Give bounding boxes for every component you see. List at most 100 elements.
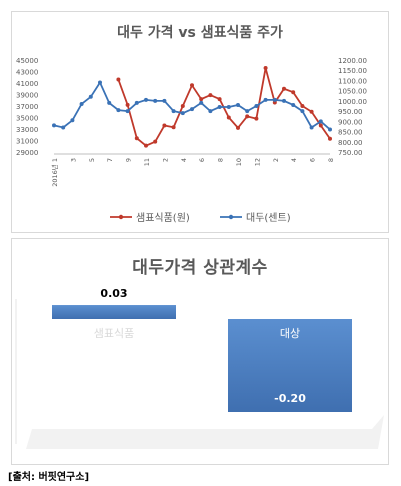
bar-value-label: 0.03 <box>100 287 127 300</box>
x-tick-label: 6 <box>198 158 206 162</box>
y-left-tick-label: 39000 <box>16 92 38 100</box>
data-point <box>190 83 194 88</box>
data-point <box>300 104 305 108</box>
data-point <box>171 125 176 130</box>
bar-value-label: -0.20 <box>274 392 306 405</box>
floor-shadow <box>26 415 384 449</box>
data-point <box>217 97 222 102</box>
x-tick-label: 2 <box>161 158 169 162</box>
data-point <box>107 100 112 105</box>
line-chart: 4500043000410003900037000350003300031000… <box>16 57 367 224</box>
category-label: 대상 <box>280 327 300 340</box>
data-point <box>199 97 204 102</box>
line-chart-panel: 대두 가격 vs 샘표식품 주가 45000 43000 41000 39000 370… <box>11 11 389 233</box>
data-point <box>245 114 250 119</box>
data-point <box>116 77 121 82</box>
data-point <box>291 102 296 107</box>
data-point <box>199 100 204 105</box>
y-right-tick-label: 1050.00 <box>338 88 367 96</box>
line-chart-title: 대두 가격 vs 샘표식품 주가 <box>117 25 283 41</box>
y-right-tick-label: 750.00 <box>338 149 363 157</box>
y-right-tick-label: 900.00 <box>338 118 363 126</box>
x-tick-label: 8 <box>217 158 225 162</box>
category-label: 샘표식품 <box>94 327 134 340</box>
data-point <box>318 123 323 128</box>
bar-daesang <box>228 319 352 412</box>
data-point <box>282 86 286 91</box>
data-point <box>263 66 268 71</box>
data-point <box>180 104 185 108</box>
data-point <box>318 119 323 124</box>
data-point <box>226 105 231 110</box>
x-tick-label: 4 <box>290 158 298 162</box>
y-right-tick-label: 1000.00 <box>338 98 367 106</box>
data-point <box>208 109 213 114</box>
data-point <box>116 108 121 113</box>
data-point <box>52 123 56 128</box>
data-point <box>272 97 277 102</box>
data-point <box>162 123 167 128</box>
data-point <box>180 111 185 116</box>
x-tick-label: 3 <box>69 158 77 162</box>
y-right-tick-label: 1200.00 <box>338 57 367 65</box>
x-tick-label: 9 <box>125 158 133 162</box>
data-point <box>282 98 286 103</box>
legend-marker <box>228 214 234 220</box>
bar-sempio <box>52 305 176 319</box>
x-tick-label: 8 <box>327 158 335 162</box>
y-right-tick-label: 850.00 <box>338 129 363 137</box>
legend-label: 대두(센트) <box>246 212 291 224</box>
data-point <box>263 97 268 102</box>
data-point <box>153 139 158 144</box>
data-point <box>70 118 75 123</box>
y-right-tick-label: 1100.00 <box>338 77 367 85</box>
data-point <box>88 94 93 99</box>
data-point <box>61 125 66 130</box>
data-point <box>144 143 148 148</box>
data-point <box>245 109 250 114</box>
bar-chart-panel: 대두가격 상관계수 0.03 샘표식품 -0.20 대상 <box>11 238 389 465</box>
data-point <box>254 116 259 121</box>
data-point <box>208 93 213 98</box>
data-point <box>153 98 158 103</box>
data-point <box>236 102 240 107</box>
data-point <box>190 107 194 112</box>
y-left-tick-label: 31000 <box>16 138 38 146</box>
y-left-tick-label: 41000 <box>16 80 38 88</box>
x-tick-label: 10 <box>235 158 243 166</box>
x-tick-label: 7 <box>106 158 114 162</box>
legend-marker <box>118 214 124 220</box>
data-point <box>226 115 231 120</box>
y-left-tick-label: 45000 <box>16 57 38 65</box>
bar-chart-title: 대두가격 상관계수 <box>132 258 268 278</box>
data-point <box>328 136 332 141</box>
y-right-tick-label: 1150.00 <box>338 67 367 75</box>
x-tick-label: 11 <box>143 158 151 166</box>
data-point <box>125 102 130 107</box>
data-point <box>309 109 314 114</box>
y-left-tick-label: 35000 <box>16 115 38 123</box>
data-point <box>309 125 314 130</box>
data-point <box>144 97 148 102</box>
x-tick-label: 5 <box>88 158 96 162</box>
y-right-tick-label: 950.00 <box>338 108 363 116</box>
data-point <box>134 100 139 105</box>
data-point <box>291 90 296 95</box>
x-tick-label: 12 <box>253 158 261 166</box>
y-left-tick-label: 43000 <box>16 69 38 77</box>
data-point <box>217 105 222 110</box>
x-tick-label: 2016년 1 <box>50 158 59 187</box>
x-tick-label: 6 <box>309 158 317 162</box>
source-note: [출처: 버핏연구소] <box>8 472 90 483</box>
data-point <box>134 136 139 141</box>
data-point <box>125 109 130 114</box>
data-point <box>162 98 167 103</box>
x-tick-label: 2 <box>272 158 280 162</box>
data-point <box>254 104 259 108</box>
y-left-tick-label: 33000 <box>16 126 38 134</box>
data-point <box>328 127 332 132</box>
bar-chart: 0.03 샘표식품 -0.20 대상 <box>15 287 384 449</box>
data-point <box>300 109 305 114</box>
data-point <box>98 80 102 85</box>
y-left-tick-label: 29000 <box>16 149 38 157</box>
